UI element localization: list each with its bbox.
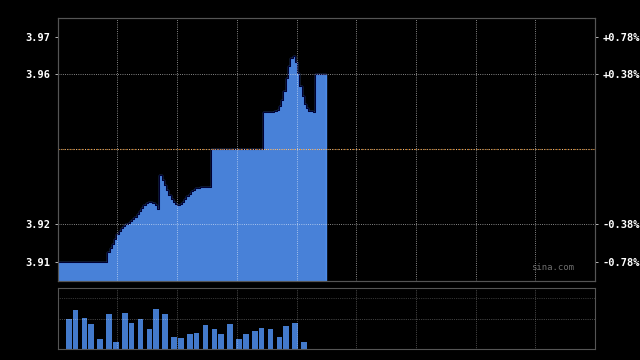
Bar — [187, 334, 193, 349]
Bar — [259, 328, 264, 349]
Bar — [292, 323, 298, 349]
Bar — [97, 338, 103, 349]
Bar — [113, 342, 118, 349]
Bar — [203, 325, 208, 349]
Bar — [147, 329, 152, 349]
Text: sina.com: sina.com — [531, 263, 573, 272]
Bar — [268, 329, 273, 349]
Bar — [276, 337, 282, 349]
Bar — [194, 333, 199, 349]
Bar — [122, 313, 127, 349]
Bar — [252, 331, 257, 349]
Bar — [88, 324, 94, 349]
Bar — [82, 318, 87, 349]
Bar — [106, 314, 112, 349]
Bar — [154, 310, 159, 349]
Bar — [163, 314, 168, 349]
Bar — [172, 337, 177, 349]
Bar — [73, 310, 78, 349]
Bar — [301, 342, 307, 349]
Bar — [284, 326, 289, 349]
Bar — [236, 339, 242, 349]
Bar — [212, 329, 217, 349]
Bar — [227, 324, 233, 349]
Bar — [218, 334, 224, 349]
Bar — [243, 334, 248, 349]
Bar — [129, 323, 134, 349]
Bar — [66, 319, 72, 349]
Bar — [138, 319, 143, 349]
Bar — [178, 338, 184, 349]
